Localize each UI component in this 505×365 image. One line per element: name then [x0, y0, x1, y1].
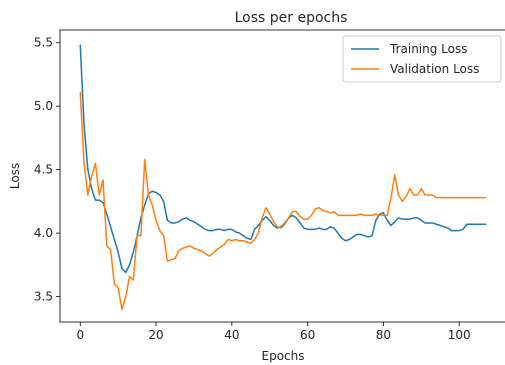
- y-tick-label: 3.5: [34, 290, 53, 304]
- x-tick-label: 100: [448, 328, 471, 342]
- series-layer: [79, 44, 487, 311]
- x-tick-label: 80: [376, 328, 391, 342]
- chart-title: Loss per epochs: [235, 10, 348, 26]
- y-tick-label: 5.0: [34, 99, 53, 113]
- x-tick-label: 60: [300, 328, 315, 342]
- y-axis: 3.5 4.0 4.5 5.0 5.5: [34, 36, 60, 304]
- plot-area: [59, 29, 505, 323]
- x-tick-label: 0: [76, 328, 84, 342]
- legend-label: Validation Loss: [390, 62, 479, 76]
- x-axis: 0 20 40 60 80 100: [76, 322, 471, 342]
- legend-label: Training Loss: [389, 42, 467, 56]
- x-tick-label: 20: [148, 328, 163, 342]
- y-tick-label: 4.5: [34, 163, 53, 177]
- series-line-training-loss: [79, 44, 487, 274]
- y-tick-label: 5.5: [34, 36, 53, 50]
- legend: Training Loss Validation Loss: [342, 35, 502, 83]
- x-axis-label: Epochs: [262, 349, 305, 363]
- x-tick-label: 40: [224, 328, 239, 342]
- y-axis-label: Loss: [8, 163, 22, 189]
- series-line-validation-loss: [79, 91, 487, 311]
- axes-frame: [59, 29, 505, 323]
- legend-box: [342, 35, 502, 83]
- y-tick-label: 4.0: [34, 226, 53, 240]
